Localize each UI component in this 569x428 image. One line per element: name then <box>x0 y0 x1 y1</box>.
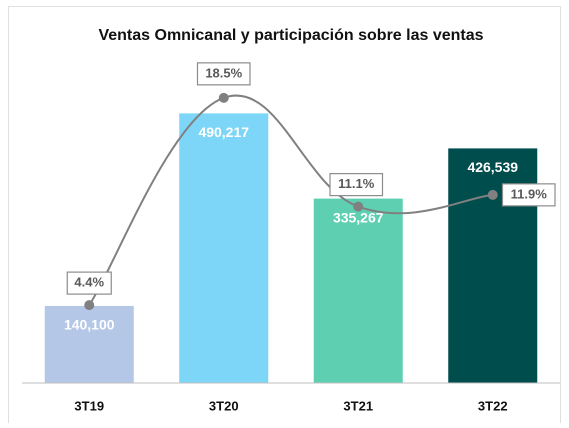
x-tick-label: 3T19 <box>74 398 104 413</box>
line <box>88 94 493 306</box>
line-label-box <box>329 173 384 197</box>
bar <box>313 198 403 383</box>
bar-value-label: 426,539 <box>467 159 518 175</box>
bar <box>179 113 269 384</box>
line-point <box>84 300 95 311</box>
line-point <box>487 189 498 200</box>
x-tick-label: 3T20 <box>209 398 239 413</box>
x-tick-label: 3T22 <box>478 398 508 413</box>
line-value-label: 18.5% <box>205 65 242 80</box>
bar <box>44 305 134 383</box>
line-value-label: 11.1% <box>338 176 375 191</box>
line-point <box>218 92 229 103</box>
bar-value-label: 490,217 <box>198 124 249 140</box>
line-point <box>353 201 364 212</box>
line-label-box <box>196 62 251 86</box>
line-label-box <box>66 271 112 295</box>
x-tick-label: 3T21 <box>343 398 373 413</box>
bar-value-label: 140,100 <box>64 317 115 333</box>
line-value-label: 4.4% <box>74 275 104 290</box>
chart-title: Ventas Omnicanal y participación sobre l… <box>98 27 483 44</box>
line-label-box <box>501 183 556 207</box>
bar-value-label: 335,267 <box>333 209 384 225</box>
line-value-label: 11.9% <box>511 186 548 201</box>
